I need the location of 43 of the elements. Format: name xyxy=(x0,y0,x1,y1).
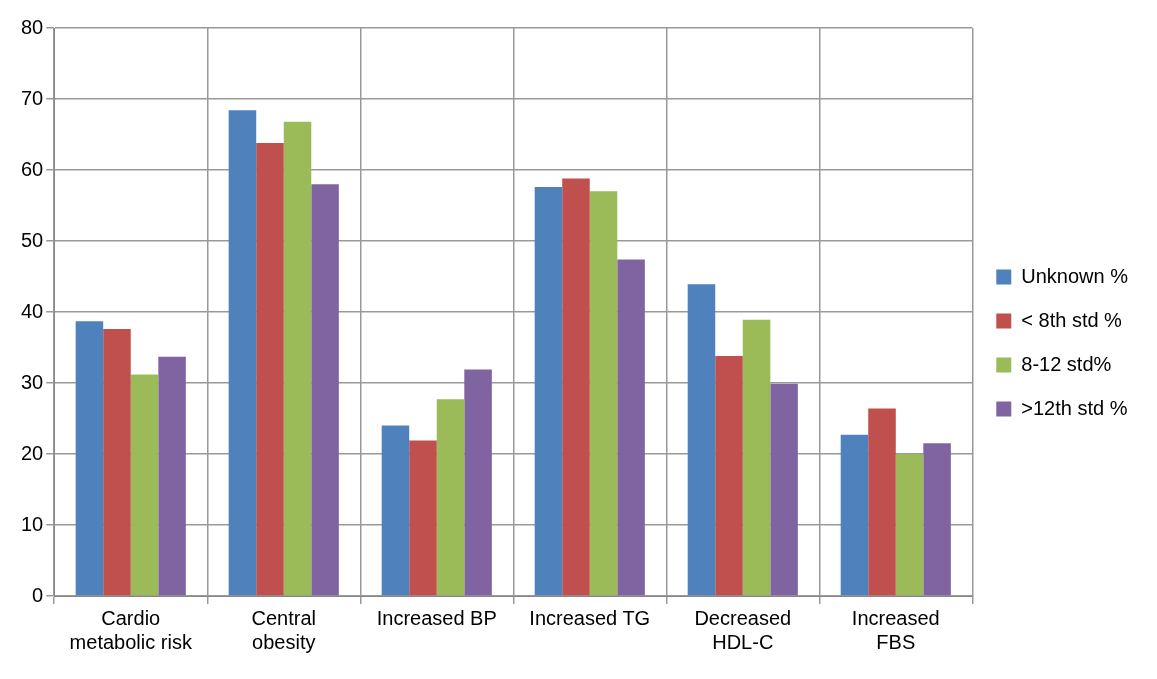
x-tick-label: Decreased HDL-C xyxy=(694,606,792,653)
bar xyxy=(381,425,410,596)
x-tick-label: Cardio metabolic risk xyxy=(69,606,193,653)
legend-label: 8-12 std% xyxy=(1021,352,1112,375)
bar xyxy=(534,187,563,596)
legend-label: Unknown % xyxy=(1021,264,1129,287)
y-tick-label: 50 xyxy=(21,228,44,251)
bar xyxy=(895,454,924,596)
y-tick-label: 80 xyxy=(21,15,44,38)
y-tick-label: 60 xyxy=(21,157,44,180)
y-tick-label: 70 xyxy=(21,86,44,109)
bar xyxy=(283,121,312,596)
bar xyxy=(158,356,186,596)
bar xyxy=(464,369,492,596)
bar xyxy=(589,191,618,596)
bar xyxy=(256,143,284,596)
y-tick-label: 30 xyxy=(21,370,44,393)
bar xyxy=(228,110,257,596)
bar xyxy=(687,284,716,596)
x-tick-label: Increased FBS xyxy=(851,606,940,653)
bar xyxy=(311,184,339,596)
bar xyxy=(103,329,131,596)
bar xyxy=(840,434,869,596)
y-tick-label: 0 xyxy=(32,583,44,606)
x-tick-label: Increased BP xyxy=(376,606,497,629)
y-tick-label: 40 xyxy=(21,299,44,322)
y-tick-label: 10 xyxy=(21,512,44,535)
bar xyxy=(75,321,104,596)
y-tick-label: 20 xyxy=(21,441,44,464)
bar xyxy=(868,408,896,596)
bar xyxy=(409,440,437,596)
bar xyxy=(742,319,771,596)
x-tick-label: Increased TG xyxy=(529,606,651,629)
bar xyxy=(770,383,798,596)
bar xyxy=(130,374,159,596)
bar xyxy=(617,259,645,596)
x-tick-label: Central obesity xyxy=(251,606,316,653)
bar xyxy=(715,356,743,596)
bar xyxy=(562,178,590,596)
legend-label: >12th std % xyxy=(1021,396,1128,419)
legend-label: < 8th std % xyxy=(1021,308,1123,331)
bar xyxy=(923,443,951,596)
bar xyxy=(436,399,465,596)
